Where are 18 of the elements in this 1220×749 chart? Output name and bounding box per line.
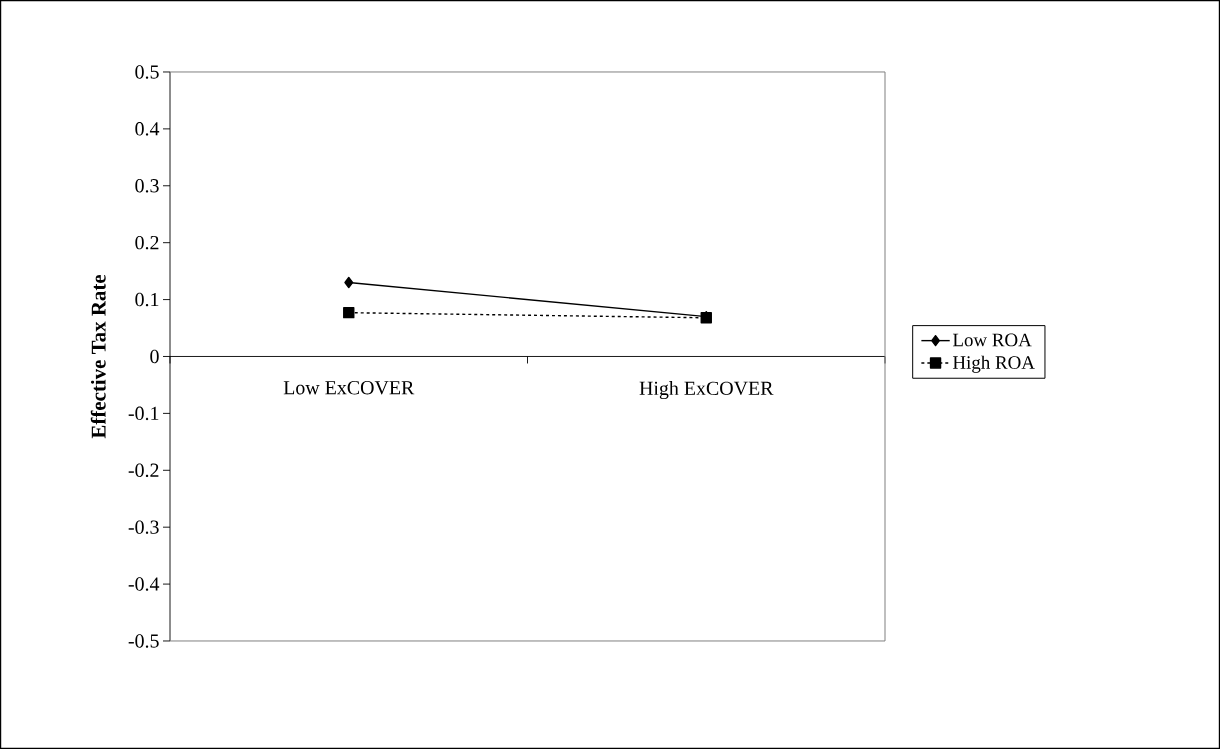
x-tick-label: Low ExCOVER <box>283 381 415 395</box>
legend-label: High ROA <box>952 355 1035 373</box>
y-tick-label: 0.3 <box>135 179 159 193</box>
y-tick-label: -0.3 <box>128 520 159 534</box>
point <box>344 276 354 289</box>
y-tick-label: 0.1 <box>135 292 159 307</box>
y-tick-label: 0 <box>150 349 159 364</box>
y-tick-label: -0.2 <box>128 463 159 478</box>
point <box>343 306 355 319</box>
y-tick-label: -0.1 <box>128 406 159 421</box>
y-tick-label: 0.4 <box>135 122 160 136</box>
legend-label: Low ROA <box>952 333 1032 347</box>
y-axis-title: Effective Tax Rate <box>90 274 106 439</box>
y-tick-label: -0.4 <box>128 577 160 591</box>
y-tick-label: 0.5 <box>135 65 159 79</box>
y-tick-label: -0.5 <box>128 634 159 648</box>
x-tick-label: High ExCOVER <box>639 381 774 400</box>
y-tick-label: 0.2 <box>135 235 159 250</box>
